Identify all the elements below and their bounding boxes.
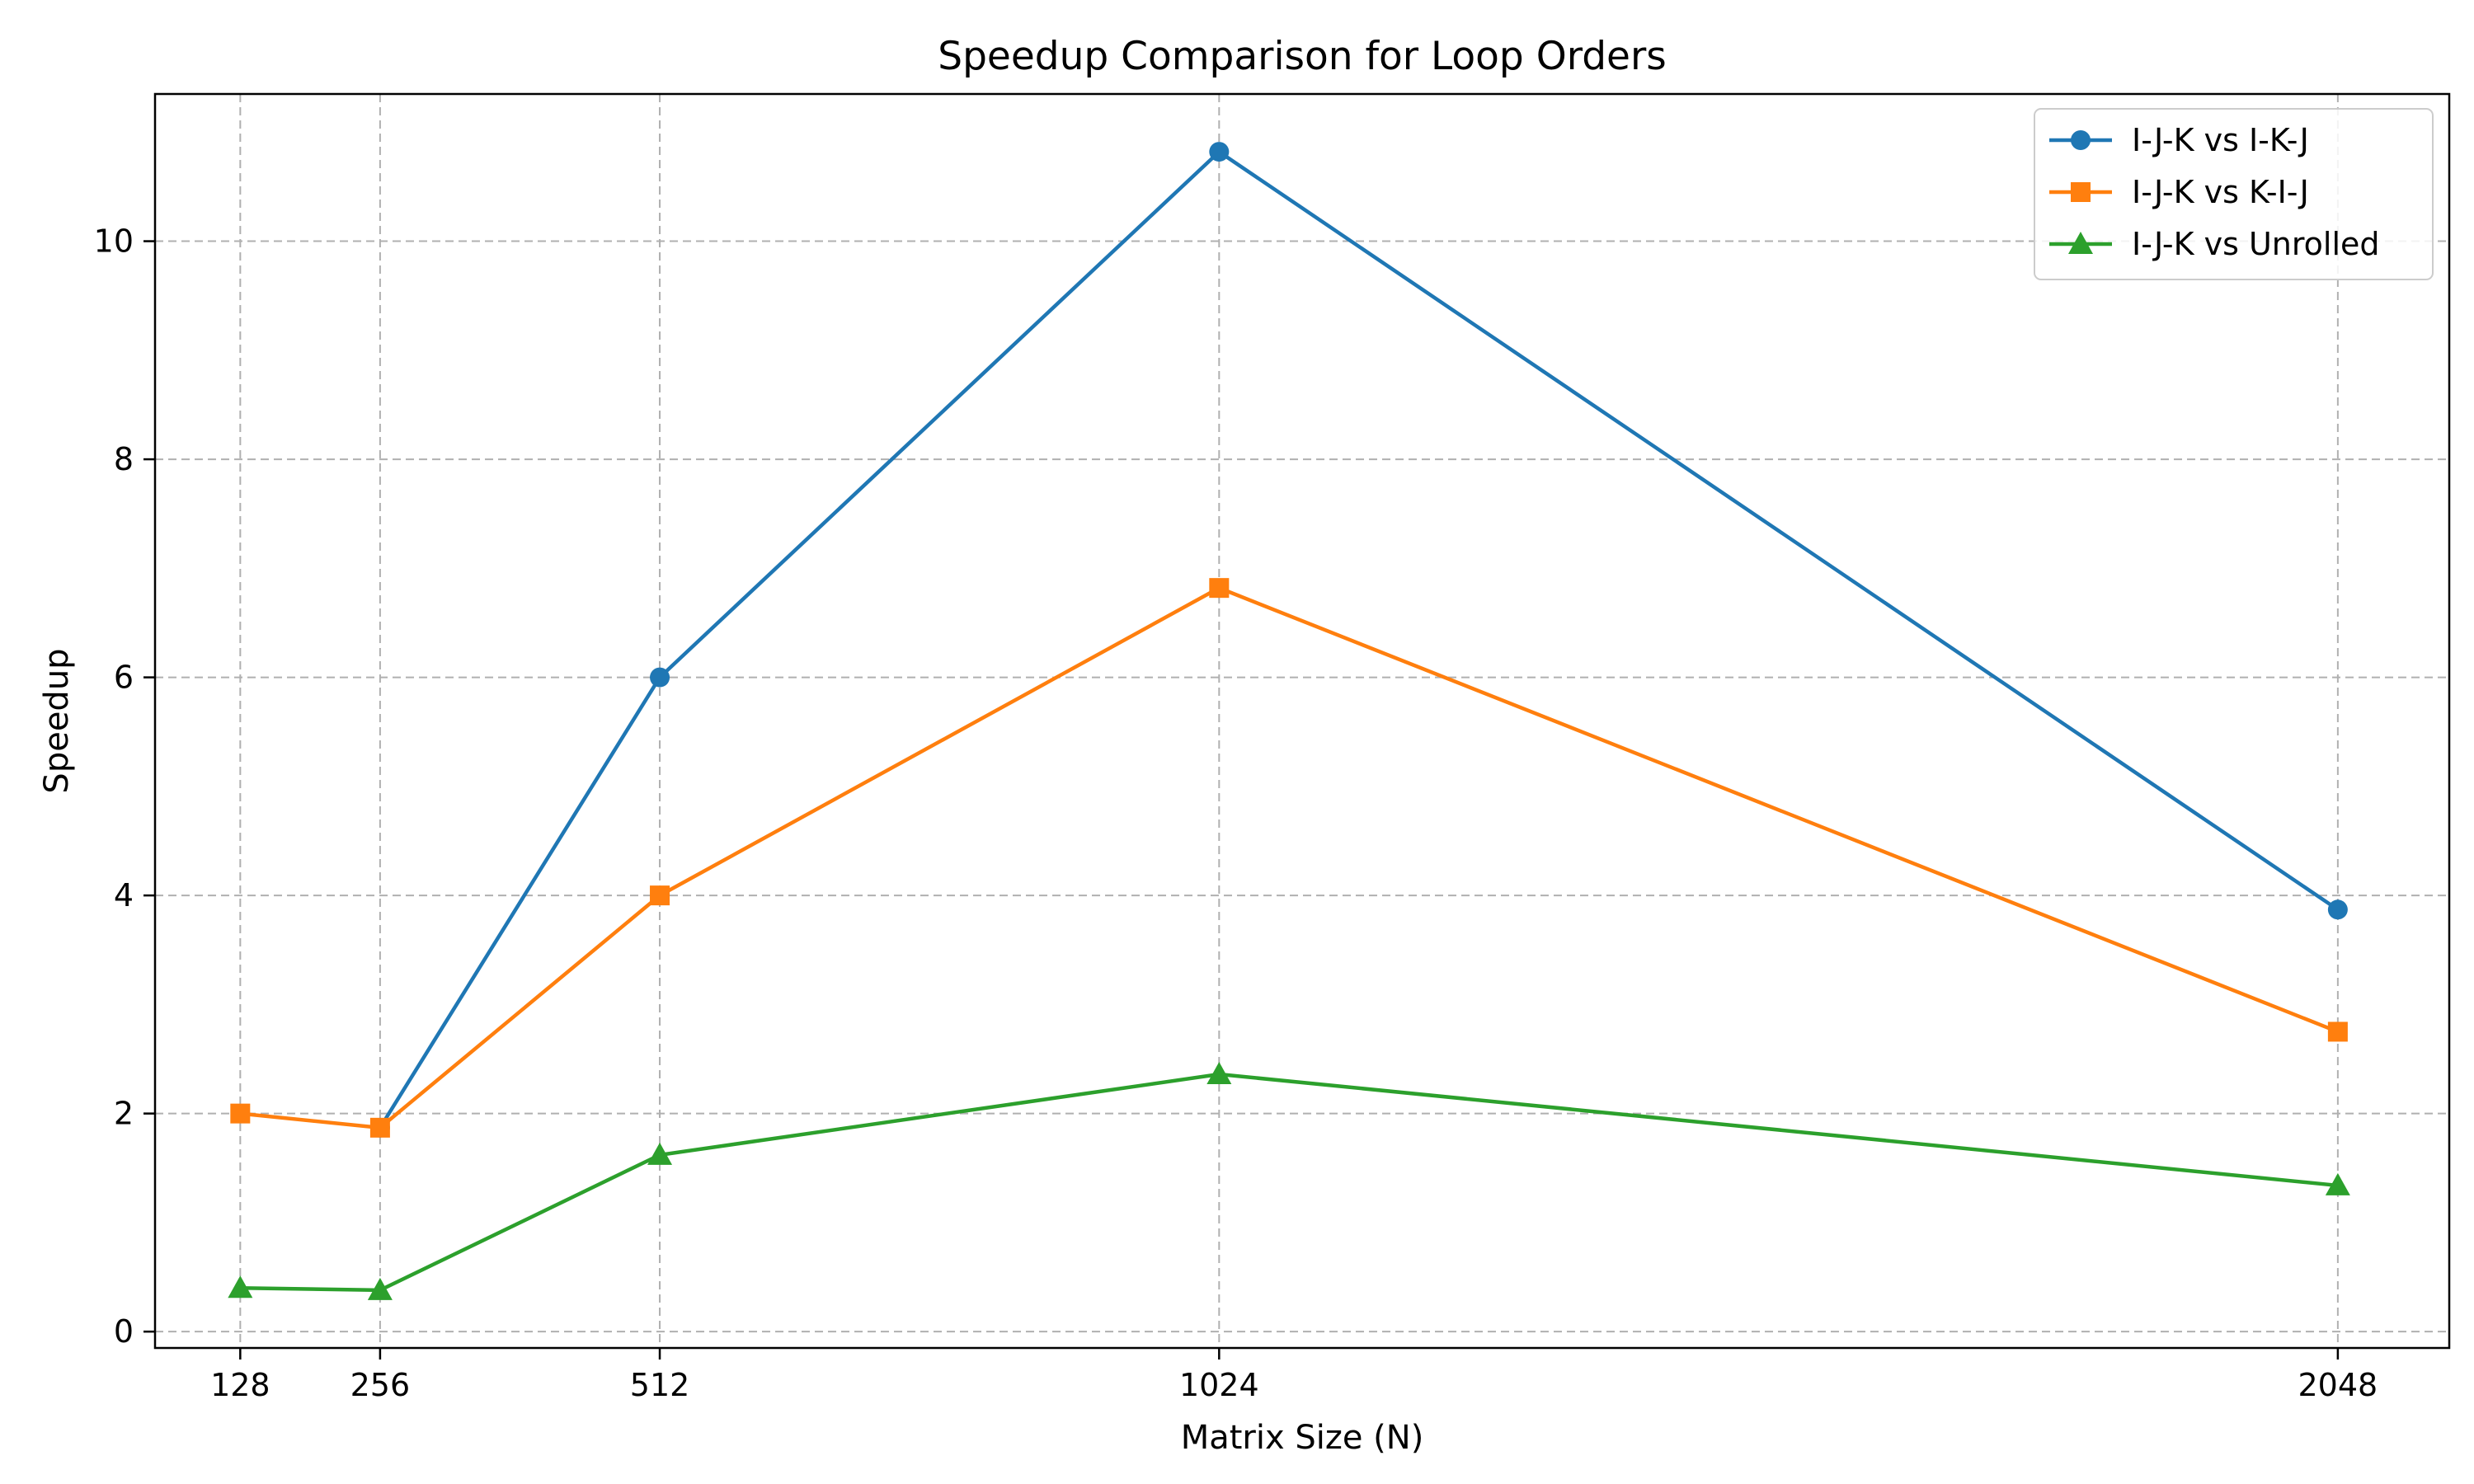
y-tick-label: 4 <box>114 877 134 913</box>
data-point <box>650 667 670 688</box>
y-tick-label: 10 <box>94 223 134 260</box>
x-tick-label: 512 <box>630 1367 690 1403</box>
data-point <box>1209 142 1230 162</box>
legend-marker <box>2071 182 2091 202</box>
data-point <box>228 1275 253 1298</box>
data-point <box>230 1103 251 1124</box>
y-tick-label: 6 <box>114 660 134 696</box>
data-point <box>647 1142 673 1165</box>
x-tick-label: 128 <box>210 1367 270 1403</box>
y-tick-label: 2 <box>114 1096 134 1132</box>
data-point <box>1209 578 1230 599</box>
chart-title: Speedup Comparison for Loop Orders <box>938 34 1667 79</box>
x-tick-label: 256 <box>350 1367 411 1403</box>
plot-area-frame <box>153 92 2451 1350</box>
data-point <box>369 1117 390 1138</box>
series-line <box>240 585 2339 1130</box>
data-point <box>650 885 670 906</box>
series-line <box>240 1072 2339 1293</box>
series-3 <box>228 1062 2350 1300</box>
data-point <box>2327 899 2348 920</box>
legend-item: I-J-K vs K-I-J <box>2049 174 2309 210</box>
legend-item: I-J-K vs I-K-J <box>2049 122 2309 158</box>
data-point <box>2327 1021 2348 1042</box>
legend-item: I-J-K vs Unrolled <box>2049 226 2380 262</box>
grid <box>155 94 2449 1348</box>
series-group <box>228 142 2350 1300</box>
legend-label: I-J-K vs K-I-J <box>2132 174 2309 210</box>
data-point <box>1206 1062 1232 1085</box>
x-axis-ticks: 128 256 512 1024 2048 <box>210 1348 2378 1403</box>
legend-label: I-J-K vs Unrolled <box>2132 226 2380 262</box>
y-tick-label: 8 <box>114 441 134 477</box>
legend-label: I-J-K vs I-K-J <box>2132 122 2309 158</box>
series-2 <box>230 578 2348 1138</box>
series-line <box>378 149 2340 1129</box>
y-tick-label: 0 <box>114 1313 134 1350</box>
data-point <box>367 1277 393 1300</box>
y-axis-title: Speedup <box>38 648 76 793</box>
legend-marker <box>2071 130 2091 150</box>
legend-marker <box>2068 232 2093 254</box>
x-tick-label: 2048 <box>2298 1367 2378 1403</box>
data-point <box>2325 1172 2350 1195</box>
y-axis-ticks: 0 2 4 6 8 10 <box>94 223 155 1350</box>
x-axis-title: Matrix Size (N) <box>1181 1419 1424 1457</box>
legend: I-J-K vs I-K-J I-J-K vs K-I-J I-J-K vs Unr… <box>2034 108 2434 280</box>
legend-box <box>2034 108 2434 280</box>
x-tick-label: 1024 <box>1179 1367 1259 1403</box>
series-1 <box>369 142 2348 1138</box>
